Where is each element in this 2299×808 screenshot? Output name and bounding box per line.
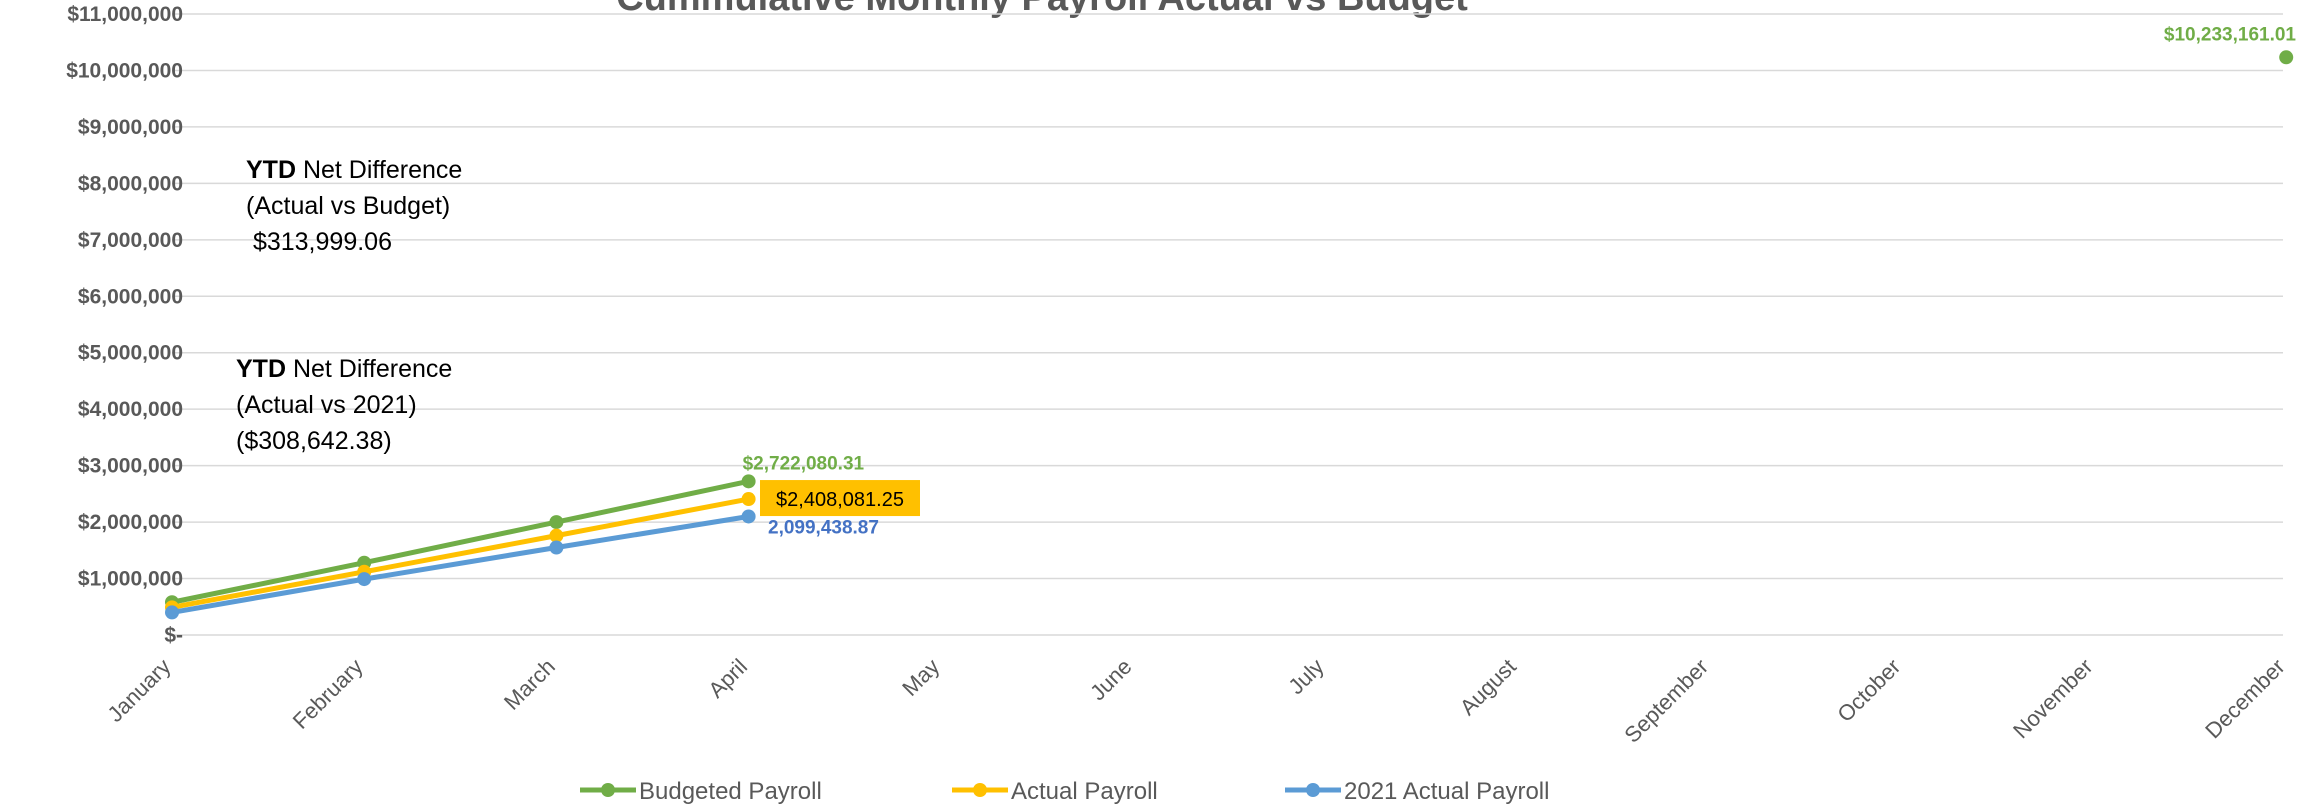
y-axis-ticks: $- $1,000,000 $2,000,000 $3,000,000 $4,000,0… [66,3,183,647]
data-label-budgeted-december: $10,233,161.01 [2164,24,2297,45]
data-point-2021 [165,605,179,620]
annotation-2021: YTD Net Difference (Actual vs 2021) ($30… [236,355,452,455]
x-tick-label: May [897,654,944,701]
y-tick-label: $10,000,000 [66,59,183,82]
annotation-budget-bold: YTD [246,156,296,184]
series-line-budgeted [169,478,752,605]
annotation-2021-value: ($308,642.38) [236,427,392,455]
data-point-budgeted [741,474,756,489]
series-line-2021 [169,513,752,615]
legend-label-budgeted: Budgeted Payroll [639,778,822,805]
annotation-2021-line1: Net Difference [286,355,452,383]
x-tick-label: April [703,654,752,703]
data-label-budgeted-april: $2,722,080.31 [743,453,865,474]
y-tick-label: $8,000,000 [78,172,183,195]
data-point-2021 [357,572,372,587]
data-label-actual-april: $2,408,081.25 [776,489,904,511]
annotation-budget-line1: Net Difference [296,156,462,184]
y-tick-label: $3,000,000 [78,455,183,478]
gridlines [172,13,2283,636]
annotation-budget-line2: (Actual vs Budget) [246,192,450,220]
svg-text:YTD Net Difference: YTD Net Difference [246,156,462,184]
y-tick-label: $- [164,624,183,647]
x-tick-label: October [1832,654,1905,727]
legend: Budgeted Payroll Actual Payroll 2021 Act… [580,778,1549,805]
x-axis-ticks: January February March April May June July Augu… [103,654,2290,748]
y-tick-label: $1,000,000 [78,568,183,591]
data-label-2021-april: 2,099,438.87 [768,517,879,538]
x-tick-label: July [1283,654,1328,699]
data-labels: $2,722,080.31 $10,233,161.01 $2,408,081.25… [743,24,2297,538]
legend-item-actual[interactable]: Actual Payroll [952,778,1158,805]
svg-text:YTD Net Difference: YTD Net Difference [236,355,452,383]
annotation-2021-line2: (Actual vs 2021) [236,391,417,419]
y-tick-label: $11,000,000 [67,3,183,26]
y-tick-label: $9,000,000 [78,116,183,139]
y-tick-label: $6,000,000 [78,285,183,308]
series-line-actual [169,496,752,610]
y-tick-label: $4,000,000 [78,398,183,421]
legend-label-actual: Actual Payroll [1011,778,1158,805]
x-tick-label: June [1085,654,1136,705]
y-tick-label: $7,000,000 [78,229,183,252]
data-point-actual [549,528,564,543]
chart-title: Cummulative Monthly Payroll Actual vs Bu… [616,0,1468,19]
x-tick-label: September [1619,654,1713,748]
y-tick-label: $5,000,000 [78,342,183,365]
x-tick-label: August [1455,654,1521,720]
annotation-budget: YTD Net Difference (Actual vs Budget) $3… [246,156,462,256]
data-point-budgeted [2279,50,2294,65]
data-point-budgeted [549,515,564,530]
legend-item-budgeted[interactable]: Budgeted Payroll [580,778,822,805]
annotation-2021-bold: YTD [236,355,286,383]
x-tick-label: January [103,654,176,727]
series-lines [165,50,2294,620]
data-point-actual [741,492,756,507]
y-tick-label: $2,000,000 [78,511,183,534]
x-tick-label: February [288,654,368,734]
x-tick-label: November [2008,654,2097,743]
legend-item-2021[interactable]: 2021 Actual Payroll [1285,778,1549,805]
data-point-2021 [549,540,564,555]
data-point-2021 [741,509,756,524]
annotation-budget-value: $313,999.06 [246,228,392,256]
legend-label-2021: 2021 Actual Payroll [1344,778,1549,805]
data-label-actual-box [760,480,920,517]
x-tick-label: March [499,654,560,715]
x-tick-label: December [2200,654,2289,743]
